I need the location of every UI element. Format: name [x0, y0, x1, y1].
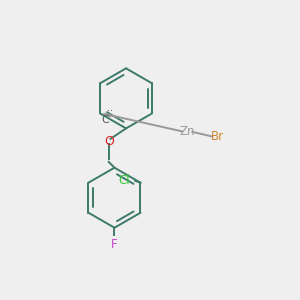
Text: +: +: [106, 112, 113, 121]
Text: Cl: Cl: [118, 174, 130, 187]
Text: F: F: [111, 238, 118, 251]
Text: ··: ··: [107, 106, 113, 116]
Text: O: O: [104, 135, 114, 148]
Text: C: C: [101, 115, 109, 124]
Text: Zn: Zn: [179, 125, 195, 138]
Text: Br: Br: [211, 130, 224, 143]
